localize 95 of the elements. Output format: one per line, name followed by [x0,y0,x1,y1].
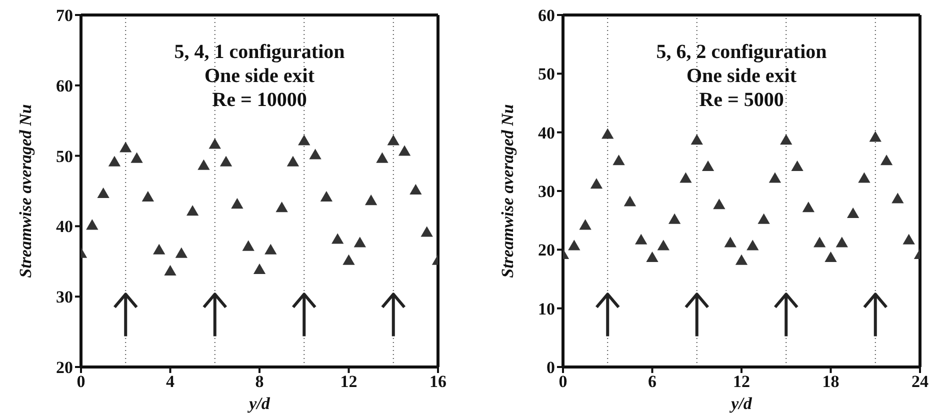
point [130,152,143,163]
point [398,145,411,156]
point [690,134,703,145]
point [231,198,244,209]
x-tick-label: 4 [166,372,175,392]
y-tick-label: 10 [538,299,555,318]
point [579,219,592,230]
point [298,134,310,146]
point [624,196,636,206]
y-tick-label: 0 [546,358,555,378]
y-axis-title: Streamwise averaged Nu [16,104,36,278]
point [410,184,422,195]
point [668,213,681,224]
annotation: One side exit [204,64,316,88]
point [309,148,322,160]
y-tick-label: 20 [538,240,555,260]
point [364,194,378,206]
point [680,172,692,183]
point [824,251,837,262]
y-tick-label: 50 [56,146,73,166]
x-tick-label: 0 [558,372,568,392]
point [242,240,254,251]
point [175,247,188,258]
point [97,188,110,198]
point [276,202,288,212]
point [220,156,232,166]
y-tick-label: 30 [56,288,73,307]
point [208,138,221,149]
point [602,128,614,139]
point [791,160,804,172]
point [142,191,154,202]
point [802,202,815,212]
point [320,191,333,202]
y-tick-label: 60 [538,6,555,26]
point [635,234,648,244]
point [735,254,748,265]
point [646,251,658,262]
point [153,244,166,254]
point [376,152,388,163]
point [120,142,132,152]
point [253,264,266,274]
point [657,240,670,250]
point [264,244,277,254]
point [164,264,176,276]
point [724,236,736,248]
y-tick-label: 30 [538,182,555,202]
point [758,213,770,224]
point [892,192,904,204]
y-tick-label: 40 [538,123,555,142]
x-tick-label: 16 [430,372,446,392]
y-tick-label: 60 [56,76,73,96]
point [746,240,759,250]
y-tick-label: 20 [56,358,73,378]
point [612,154,625,166]
point [836,236,848,248]
point [902,234,915,244]
y-axis-title: Streamwise averaged Nu [498,104,518,278]
point [846,207,860,218]
point [814,236,826,248]
point [342,254,355,265]
annotation: Re = 10000 [211,88,308,112]
x-tick-label: 18 [822,372,840,392]
y-tick-label: 70 [56,6,73,26]
point [880,154,893,166]
point [768,172,782,183]
x-tick-label: 8 [255,372,264,392]
annotation: One side exit [686,64,798,88]
annotation: 5, 4, 1 configuration [173,40,346,64]
x-tick-label: 24 [912,372,929,392]
point [869,131,882,142]
x-tick-label: 12 [340,372,358,392]
point [86,219,98,230]
point [198,159,210,170]
x-axis-title: y/d [247,394,270,413]
point [420,226,433,237]
point [354,236,366,248]
point [590,178,603,189]
y-tick-label: 40 [56,217,73,236]
x-tick-label: 6 [648,372,656,392]
annotation: Re = 5000 [698,88,785,112]
point [780,134,792,145]
point [108,156,121,166]
x-tick-label: 0 [76,372,86,392]
annotation: 5, 6, 2 configuration [655,40,828,64]
point [387,134,400,146]
point [713,198,726,210]
y-tick-label: 50 [538,64,555,84]
point [286,156,300,166]
point [702,160,714,172]
point [186,205,199,216]
point [332,233,344,244]
point [568,240,580,250]
x-axis-title: y/d [729,394,752,413]
x-tick-label: 12 [733,372,750,392]
point [858,172,870,183]
